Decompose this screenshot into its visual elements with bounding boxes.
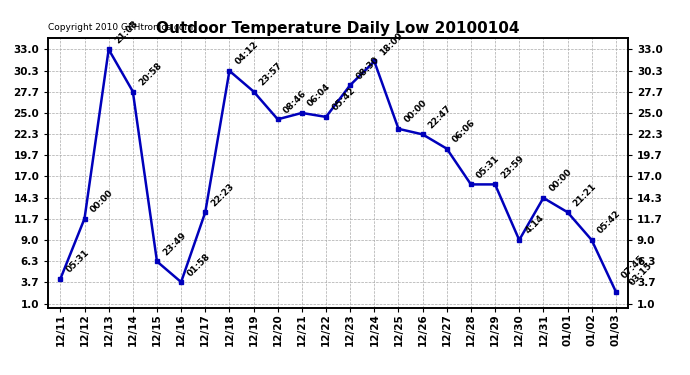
Text: 05:42: 05:42 <box>596 209 622 236</box>
Text: 22:47: 22:47 <box>427 104 453 130</box>
Text: Copyright 2010 GEHtronics.com: Copyright 2010 GEHtronics.com <box>48 23 193 32</box>
Text: 08:30: 08:30 <box>355 54 381 81</box>
Text: 05:42: 05:42 <box>331 86 357 113</box>
Text: 18:09: 18:09 <box>379 30 405 57</box>
Text: 08:46: 08:46 <box>282 88 308 115</box>
Title: Outdoor Temperature Daily Low 20100104: Outdoor Temperature Daily Low 20100104 <box>157 21 520 36</box>
Text: 06:04: 06:04 <box>306 82 333 109</box>
Text: 23:59: 23:59 <box>500 153 526 180</box>
Text: 23:57: 23:57 <box>258 61 284 87</box>
Text: 23:49: 23:49 <box>161 231 188 257</box>
Text: 21:08: 21:08 <box>113 19 139 45</box>
Text: 00:00: 00:00 <box>403 98 429 124</box>
Text: 20:58: 20:58 <box>137 61 164 87</box>
Text: 22:23: 22:23 <box>210 182 236 208</box>
Text: 00:00: 00:00 <box>548 168 574 194</box>
Text: 00:00: 00:00 <box>89 188 115 214</box>
Text: 21:21: 21:21 <box>572 182 598 208</box>
Text: 05:31: 05:31 <box>475 154 502 180</box>
Text: 06:06: 06:06 <box>451 118 477 144</box>
Text: 04:12: 04:12 <box>234 40 260 67</box>
Text: 07:45
03:15: 07:45 03:15 <box>620 254 654 288</box>
Text: 01:58: 01:58 <box>186 251 212 278</box>
Text: 05:31: 05:31 <box>65 248 91 275</box>
Text: 4:14: 4:14 <box>524 213 546 236</box>
